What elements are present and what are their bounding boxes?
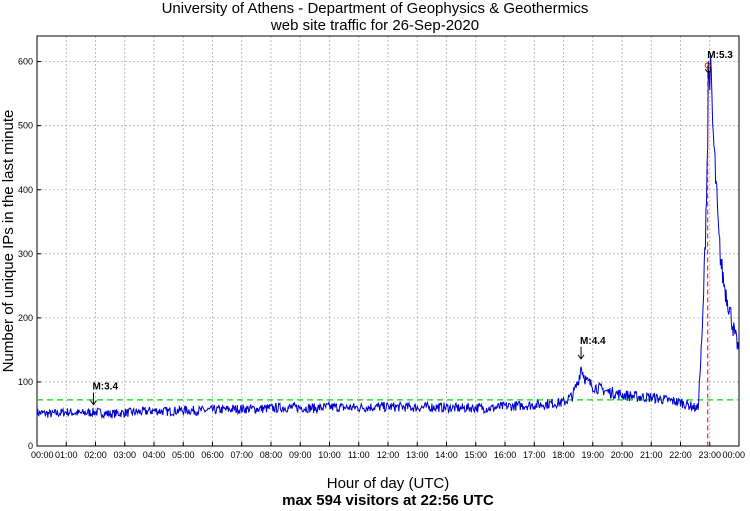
x-tick-label: 19:00 [581,450,604,460]
x-tick-label: 23:00 [698,450,721,460]
x-tick-label: 03:00 [113,450,136,460]
x-tick-label: 14:00 [435,450,458,460]
y-tick-label: 200 [18,313,33,323]
y-tick-label: 500 [18,121,33,131]
y-tick-label: 100 [18,377,33,387]
annotation-arrowhead [577,354,585,360]
x-tick-label: 20:00 [611,450,634,460]
x-tick-label: 00:00 [31,450,54,460]
annotation-arrowhead [90,400,97,406]
x-tick-label: 12:00 [377,450,400,460]
earthquake-annotations: M:3.4 M:4.4 M:5.3 [90,50,733,406]
x-tick-label: 16:00 [494,450,517,460]
y-axis-ticks: 0 100 200 300 400 500 600 [18,57,41,451]
max-marker [704,62,711,69]
x-tick-label: 21:00 [640,450,663,460]
x-tick-label: 22:00 [669,450,692,460]
max-visitors-caption: max 594 visitors at 22:56 UTC [282,492,494,509]
x-tick-label: 06:00 [201,450,224,460]
x-axis-ticks: 00:00 01:00 02:00 03:00 04:00 05:00 06:00 07:00… [31,442,745,460]
y-tick-label: 400 [18,185,33,195]
x-tick-label: 09:00 [289,450,312,460]
y-tick-label: 0 [28,441,33,451]
x-tick-label: 07:00 [230,450,253,460]
x-tick-label: 13:00 [406,450,429,460]
chart-subtitle: web site traffic for 26-Sep-2020 [270,17,479,34]
x-tick-label: 10:00 [318,450,341,460]
annotation-label: M:4.4 [580,336,606,347]
x-tick-label: 08:00 [260,450,283,460]
x-tick-label: 00:00 [722,450,745,460]
annotation-label: M:3.4 [92,382,118,393]
traffic-series-line [36,53,740,420]
x-tick-label: 01:00 [55,450,78,460]
x-axis-label: Hour of day (UTC) [327,475,450,492]
x-tick-label: 05:00 [172,450,195,460]
x-tick-label: 02:00 [84,450,107,460]
x-tick-label: 18:00 [552,450,575,460]
annotation-arrowhead [704,68,712,74]
chart-title: University of Athens - Department of Geo… [162,0,589,17]
grid [37,36,739,446]
y-tick-label: 600 [18,57,33,67]
annotation-label: M:5.3 [707,50,733,61]
y-tick-label: 300 [18,249,33,259]
x-tick-label: 17:00 [523,450,546,460]
x-tick-label: 04:00 [143,450,166,460]
x-tick-label: 15:00 [464,450,487,460]
y-axis-label: Number of unique IPs in the last minute [0,110,17,373]
x-tick-label: 11:00 [348,450,370,460]
